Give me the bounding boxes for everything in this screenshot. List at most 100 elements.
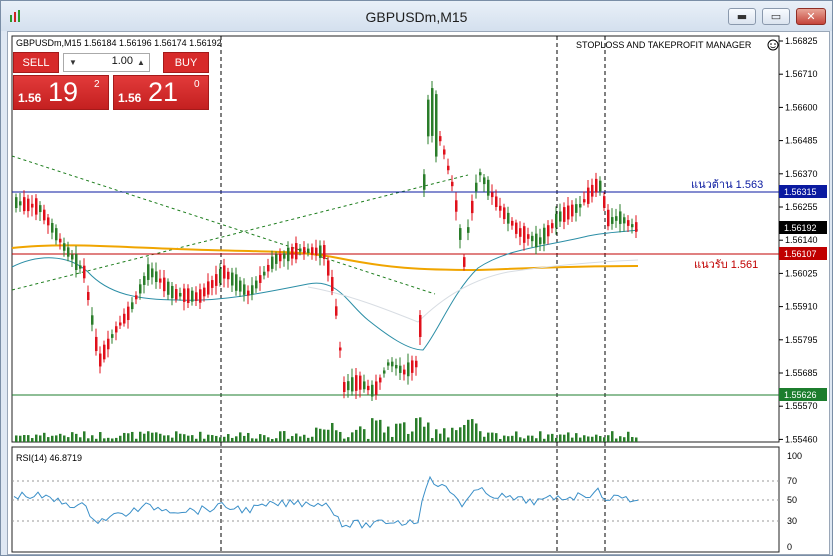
price-tick-label: 1.56025 xyxy=(785,268,818,278)
volume-bar xyxy=(575,433,578,442)
window-title: GBPUSDm,M15 xyxy=(365,9,468,25)
candle xyxy=(327,260,330,276)
candle xyxy=(187,288,190,303)
current-price-tag xyxy=(779,221,827,234)
volume-bar xyxy=(311,436,314,442)
volume-bar xyxy=(435,429,438,442)
price-tick-label: 1.55910 xyxy=(785,302,818,312)
volume-bar xyxy=(495,433,498,442)
candle xyxy=(547,225,550,237)
volume-bar xyxy=(111,438,114,442)
sell-price-box[interactable]: 1.56 19 2 xyxy=(13,75,109,110)
volume-bar xyxy=(339,431,342,442)
volume-bar xyxy=(115,437,118,442)
candle xyxy=(315,247,318,256)
candle xyxy=(335,306,338,316)
candle xyxy=(31,203,34,208)
volume-bar xyxy=(167,435,170,442)
candle xyxy=(243,284,246,295)
volume-bar xyxy=(543,438,546,442)
trendline-up xyxy=(11,174,469,291)
candle xyxy=(279,253,282,262)
candle xyxy=(447,165,450,171)
volume-bar xyxy=(319,428,322,442)
lot-increase-icon[interactable]: ▲ xyxy=(137,58,145,67)
volume-bar xyxy=(231,437,234,442)
candle xyxy=(591,184,594,197)
volume-bar xyxy=(159,433,162,442)
ma-teal-line xyxy=(11,229,639,351)
current-price-text: 1.56192 xyxy=(784,223,817,233)
volume-bar xyxy=(343,438,346,442)
candle xyxy=(495,196,498,207)
candle xyxy=(603,196,606,208)
volume-bar xyxy=(395,423,398,442)
volume-bar xyxy=(399,423,402,442)
price-chart[interactable]: 1.568251.567101.566001.564851.563701.562… xyxy=(8,32,829,554)
candle xyxy=(347,381,350,391)
volume-bar xyxy=(523,438,526,442)
candle xyxy=(119,322,122,326)
candle xyxy=(615,216,618,221)
candle xyxy=(539,237,542,245)
volume-bar xyxy=(623,437,626,442)
candle xyxy=(623,217,626,224)
volume-bar xyxy=(83,431,86,442)
candle xyxy=(519,228,522,237)
close-button[interactable]: ✕ xyxy=(796,8,826,25)
candle xyxy=(71,254,74,260)
title-bar[interactable]: GBPUSDm,M15 ▬ ▭ ✕ xyxy=(1,1,832,31)
candle xyxy=(151,268,154,278)
volume-bar xyxy=(579,437,582,442)
volume-bar xyxy=(411,431,414,442)
lot-size-field[interactable]: ▼ 1.00 ▲ xyxy=(63,53,150,72)
volume-bar xyxy=(451,427,454,442)
volume-bar xyxy=(615,438,618,442)
candle xyxy=(135,295,138,300)
candle xyxy=(467,227,470,233)
volume-bar xyxy=(375,420,378,442)
candle xyxy=(431,88,434,136)
candle xyxy=(631,224,634,228)
volume-bar xyxy=(367,438,370,442)
candle xyxy=(83,265,86,279)
volume-bar xyxy=(591,436,594,442)
maximize-button[interactable]: ▭ xyxy=(762,8,790,25)
candle xyxy=(283,253,286,259)
price-axis: 1.56825 1.56710 1.56600 1.56485 1.56370 1.562… xyxy=(779,36,818,444)
buy-price-box[interactable]: 1.56 21 0 xyxy=(113,75,209,110)
chart-area[interactable]: 1.56825 1.56710 1.56600 1.56485 1.56370 1.562… xyxy=(7,31,830,555)
volume-bar xyxy=(467,419,470,442)
volume-bar xyxy=(535,438,538,442)
candle xyxy=(411,360,414,373)
sell-button[interactable]: SELL xyxy=(13,52,59,73)
candle xyxy=(575,204,578,213)
candle xyxy=(523,226,526,243)
chart-header: GBPUSDm,M15 1.56184 1.56196 1.56174 1.56… xyxy=(16,38,222,48)
volume-bar xyxy=(407,433,410,442)
volume-bar xyxy=(199,431,202,442)
minimize-button[interactable]: ▬ xyxy=(728,8,756,25)
ma-grey-line xyxy=(307,259,639,323)
candle xyxy=(271,256,274,269)
volume-bar xyxy=(471,419,474,442)
sell-price-big: 19 xyxy=(48,77,79,107)
buy-button[interactable]: BUY xyxy=(163,52,209,73)
rsi-tick-label: 30 xyxy=(787,516,797,526)
volume-bar xyxy=(531,435,534,442)
lot-decrease-icon[interactable]: ▼ xyxy=(69,58,77,67)
volume-bar xyxy=(455,430,458,442)
volume-bar xyxy=(559,434,562,442)
price-tick-label: 1.55570 xyxy=(785,401,818,411)
price-tick-label: 1.56710 xyxy=(785,69,818,79)
volume-bar xyxy=(131,431,134,442)
volume-bar xyxy=(43,432,46,442)
candle xyxy=(515,222,518,234)
volume-bar xyxy=(219,437,222,442)
candle xyxy=(131,302,134,310)
volume-bar xyxy=(635,437,638,442)
candle xyxy=(439,136,442,142)
candle xyxy=(635,222,638,232)
volume-bar xyxy=(483,436,486,442)
volume-bar xyxy=(75,433,78,442)
